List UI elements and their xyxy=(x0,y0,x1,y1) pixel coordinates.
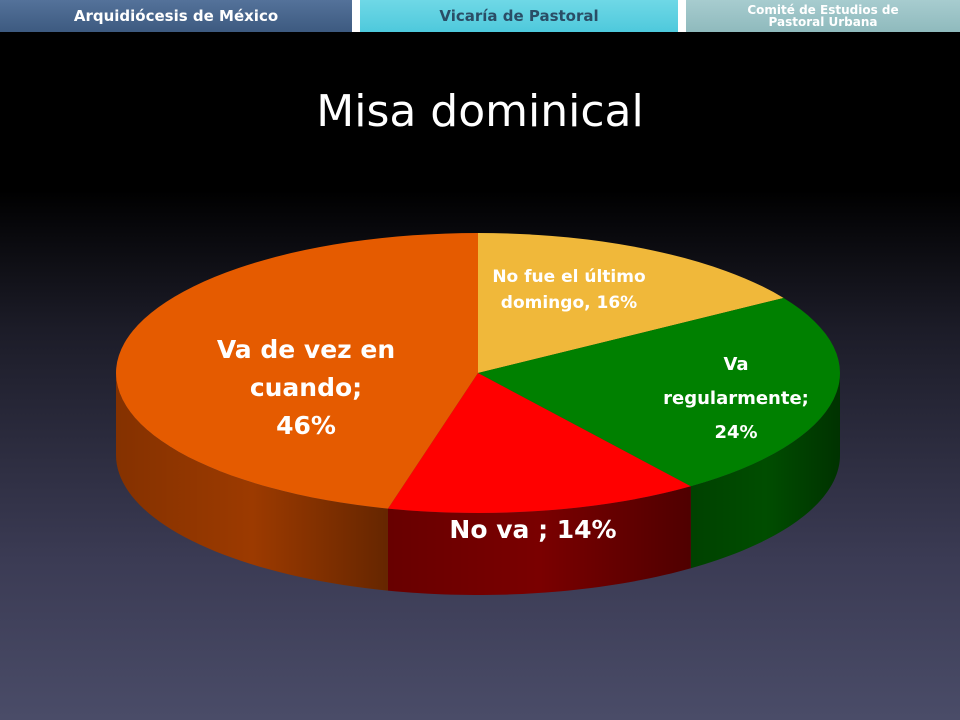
tab-comite-label-line1: Comité de Estudios de xyxy=(747,3,899,17)
pie-label-1-line-0: Va xyxy=(723,354,748,375)
tab-arquidiocesis-label: Arquidiócesis de México xyxy=(73,6,279,25)
pie-slices xyxy=(116,233,841,513)
pie-label-1-line-1: regularmente; xyxy=(663,388,809,409)
pie-label-3-line-2: 46% xyxy=(276,411,336,440)
pie-side-shade-2 xyxy=(387,486,691,595)
pie-slice-3[interactable] xyxy=(116,233,478,509)
pie-side-shade-1 xyxy=(690,373,840,569)
tab-comite[interactable]: Comité de Estudios de Pastoral Urbana xyxy=(686,0,960,32)
pie-label-1: Va regularmente; 24% xyxy=(663,354,809,443)
pie-slice-2[interactable] xyxy=(387,373,691,513)
pie-sides xyxy=(116,373,840,595)
pie-label-3-line-1: cuando; xyxy=(250,373,362,402)
pie-slice-1[interactable] xyxy=(478,297,841,487)
tab-vicaria-label: Vicaría de Pastoral xyxy=(439,6,599,25)
pie-label-0: No fue el último domingo, 16% xyxy=(492,267,645,313)
tab-vicaria[interactable]: Vicaría de Pastoral xyxy=(360,0,678,32)
pie-label-1-line-2: 24% xyxy=(714,422,757,443)
header-bar: Arquidiócesis de México Vicaría de Pasto… xyxy=(0,0,960,32)
tab-arquidiocesis[interactable]: Arquidiócesis de México xyxy=(0,0,352,32)
pie-label-3-line-0: Va de vez en xyxy=(217,335,395,364)
pie-label-0-line-1: domingo, 16% xyxy=(501,293,637,313)
tab-comite-label-line2: Pastoral Urbana xyxy=(768,15,878,29)
pie-label-0-line-0: No fue el último xyxy=(492,267,645,287)
pie-slice-0[interactable] xyxy=(478,233,784,373)
chart-title: Misa dominical xyxy=(316,86,644,137)
pie-label-2: No va ; 14% xyxy=(449,515,616,544)
pie-label-2-line-0: No va ; 14% xyxy=(449,515,616,544)
pie-side-shade-3 xyxy=(116,373,388,591)
pie-label-3: Va de vez en cuando; 46% xyxy=(217,335,395,440)
